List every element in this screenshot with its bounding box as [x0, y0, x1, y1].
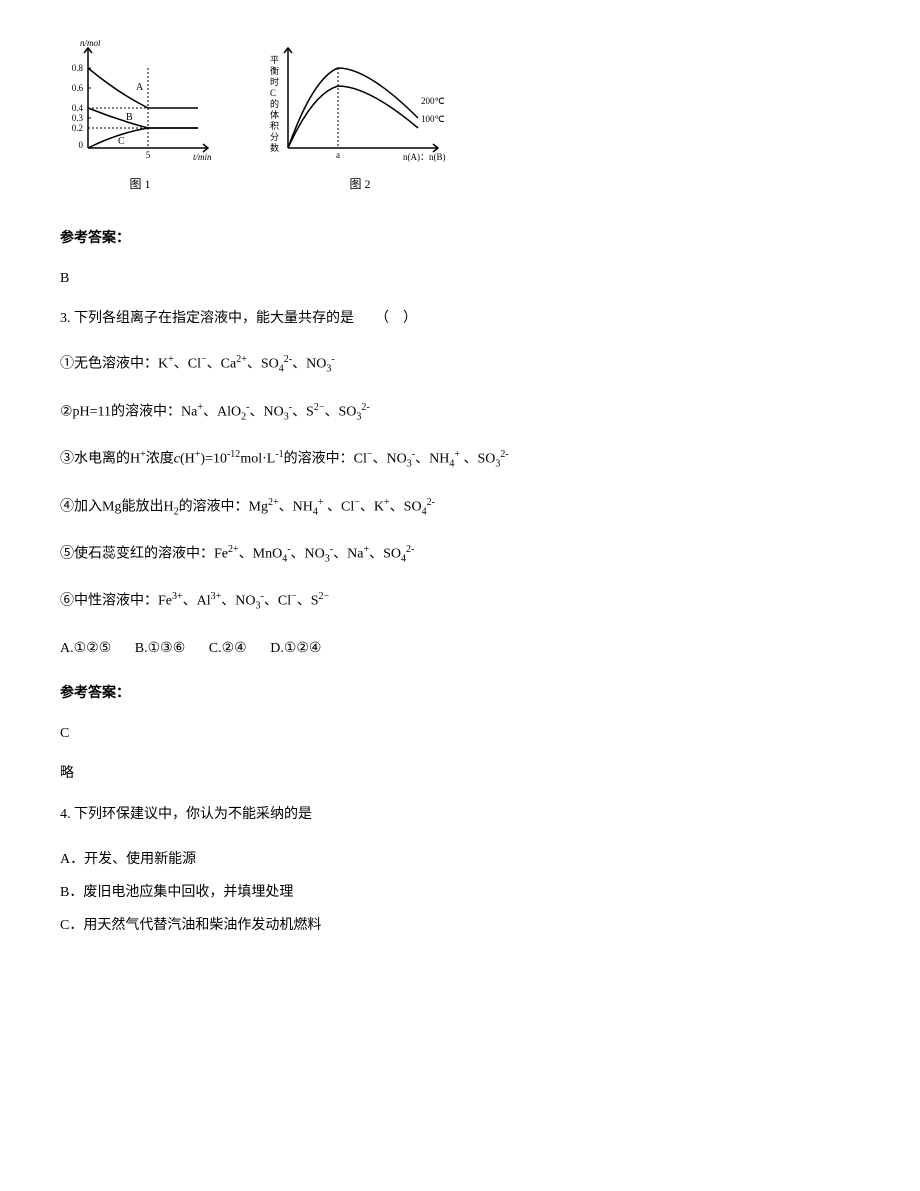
- svg-text:n/mol: n/mol: [80, 40, 101, 48]
- q3-option-1: ①无色溶液中：K+、Cl−、Ca2+、SO42-、NO3-: [60, 351, 860, 378]
- svg-text:t/min: t/min: [193, 152, 212, 162]
- svg-text:0.3: 0.3: [72, 113, 84, 123]
- chart-2-svg: a 200℃ 100℃ 平 衡 时 C 的 体 积 分 数 n(A)：n(B): [260, 40, 460, 170]
- q3-answer-heading: 参考答案：: [60, 681, 860, 706]
- svg-text:200℃: 200℃: [421, 96, 445, 106]
- svg-text:积: 积: [270, 120, 279, 131]
- q3-answer: C: [60, 721, 860, 746]
- svg-text:数: 数: [270, 142, 279, 153]
- svg-text:0.8: 0.8: [72, 63, 84, 73]
- q2-answer: B: [60, 266, 860, 291]
- figures-row: 0.8 0.6 0.4 0.3 0.2 0 5 A B C: [60, 40, 860, 196]
- q3-choice-b: B.①③⑥: [135, 636, 186, 661]
- svg-text:a: a: [336, 150, 340, 160]
- figure-2: a 200℃ 100℃ 平 衡 时 C 的 体 积 分 数 n(A)：n(B) …: [260, 40, 460, 196]
- q4-option-b: B．废旧电池应集中回收，并填埋处理: [60, 880, 860, 905]
- svg-text:0.2: 0.2: [72, 123, 83, 133]
- q2-answer-heading: 参考答案：: [60, 226, 860, 251]
- q3-choice-c: C.②④: [209, 636, 247, 661]
- q3-option-5: ⑤使石蕊变红的溶液中：Fe2+、MnO4-、NO3-、Na+、SO42-: [60, 541, 860, 568]
- q4-option-a: A．开发、使用新能源: [60, 847, 860, 872]
- q3-option-3: ③水电离的H+浓度c(H+)=10-12mol·L-1的溶液中：Cl−、NO3-…: [60, 446, 860, 473]
- svg-text:0: 0: [79, 140, 84, 150]
- svg-text:B: B: [126, 112, 133, 123]
- svg-text:体: 体: [270, 109, 279, 120]
- svg-text:0.4: 0.4: [72, 103, 84, 113]
- q3-option-2: ②pH=11的溶液中：Na+、AlO2-、NO3-、S2−、SO32-: [60, 399, 860, 426]
- q3-explanation: 略: [60, 761, 860, 786]
- svg-text:衡: 衡: [270, 65, 279, 76]
- q4-option-c: C．用天然气代替汽油和柴油作发动机燃料: [60, 913, 860, 938]
- svg-text:n(A)：n(B): n(A)：n(B): [403, 152, 446, 162]
- figure-1-caption: 图 1: [129, 174, 150, 196]
- svg-text:的: 的: [270, 98, 279, 109]
- svg-text:A: A: [136, 82, 144, 93]
- q4-options: A．开发、使用新能源 B．废旧电池应集中回收，并填埋处理 C．用天然气代替汽油和…: [60, 847, 860, 939]
- figure-1: 0.8 0.6 0.4 0.3 0.2 0 5 A B C: [60, 40, 220, 196]
- q3-choice-a: A.①②⑤: [60, 636, 111, 661]
- svg-text:时: 时: [270, 76, 279, 87]
- q3-choice-d: D.①②④: [270, 636, 321, 661]
- svg-text:100℃: 100℃: [421, 114, 445, 124]
- svg-text:5: 5: [146, 150, 151, 160]
- svg-text:C: C: [270, 88, 276, 98]
- svg-text:0.6: 0.6: [72, 83, 84, 93]
- q3-stem: 3. 下列各组离子在指定溶液中，能大量共存的是 （ ）: [60, 306, 860, 331]
- q4-stem: 4. 下列环保建议中，你认为不能采纳的是: [60, 802, 860, 827]
- svg-text:C: C: [118, 136, 125, 147]
- svg-text:平: 平: [270, 55, 279, 65]
- q3-option-6: ⑥中性溶液中：Fe3+、Al3+、NO3-、Cl−、S2−: [60, 588, 860, 615]
- chart-1-svg: 0.8 0.6 0.4 0.3 0.2 0 5 A B C: [60, 40, 220, 170]
- svg-text:分: 分: [270, 132, 279, 142]
- q3-option-4: ④加入Mg能放出H2的溶液中：Mg2+、NH4+ 、Cl−、K+、SO42-: [60, 494, 860, 521]
- q3-choices: A.①②⑤ B.①③⑥ C.②④ D.①②④: [60, 636, 860, 661]
- figure-2-caption: 图 2: [349, 174, 370, 196]
